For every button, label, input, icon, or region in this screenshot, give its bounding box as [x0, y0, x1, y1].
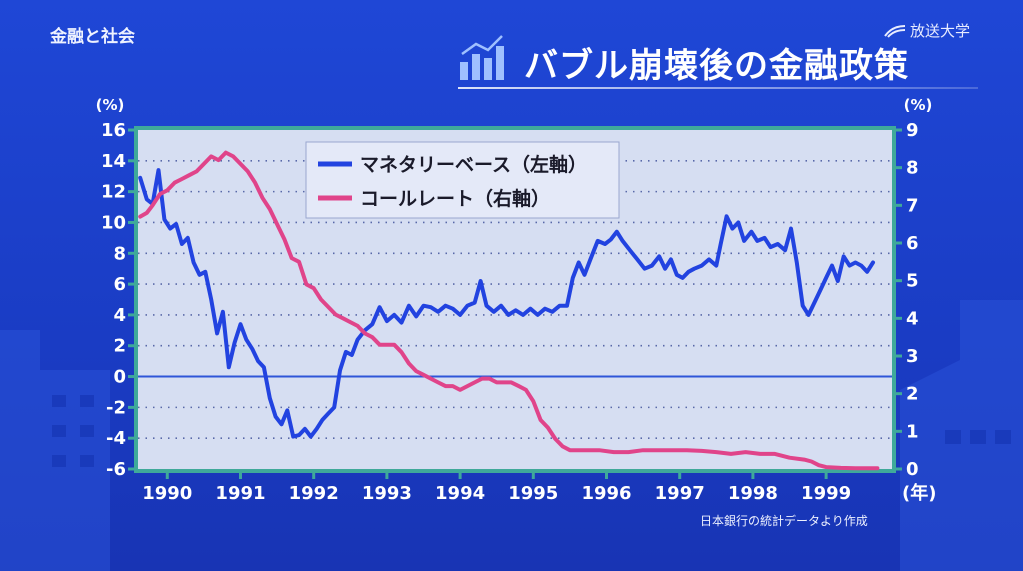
left-tick-label: -6 — [106, 459, 126, 480]
left-tick-label: 10 — [101, 212, 126, 233]
left-tick-label: -2 — [106, 397, 126, 418]
right-tick-label: 2 — [906, 384, 919, 405]
bar-chart-icon — [460, 35, 504, 80]
left-tick-label: 2 — [113, 336, 126, 357]
title-underline — [458, 87, 978, 89]
x-tick-label: 1994 — [435, 483, 485, 504]
x-tick-label: 1990 — [142, 483, 192, 504]
legend: マネタリーベース（左軸） コールレート（右軸） — [305, 141, 620, 219]
left-tick-label: -4 — [106, 428, 126, 449]
right-tick-label: 7 — [906, 195, 919, 216]
right-tick-label: 1 — [906, 421, 919, 442]
x-tick-label: 1996 — [581, 483, 631, 504]
x-tick-label: 1993 — [362, 483, 412, 504]
right-tick-label: 5 — [906, 271, 919, 292]
left-tick-label: 14 — [101, 151, 126, 172]
x-axis-unit: (年) — [902, 482, 936, 504]
right-tick-label: 3 — [906, 346, 919, 367]
legend-label: マネタリーベース（左軸） — [360, 153, 587, 176]
right-tick-label: 8 — [906, 158, 919, 179]
x-tick-label: 1997 — [655, 483, 705, 504]
right-axis-unit: (%) — [904, 96, 933, 114]
left-tick-label: 12 — [101, 182, 126, 203]
right-tick-label: 0 — [906, 459, 919, 480]
left-tick-label: 0 — [113, 367, 126, 388]
left-tick-label: 6 — [113, 274, 126, 295]
x-tick-label: 1995 — [508, 483, 558, 504]
x-tick-label: 1992 — [289, 483, 339, 504]
slide-title-bar: バブル崩壊後の金融政策 — [458, 32, 978, 90]
series-line-call-rate — [138, 150, 880, 471]
left-tick-label: 16 — [101, 120, 126, 141]
left-axis-unit: (%) — [96, 96, 125, 114]
source-note: 日本銀行の統計データより作成 — [700, 514, 868, 528]
university-logo: 放送大学 — [884, 20, 970, 41]
right-tick-label: 4 — [906, 308, 919, 329]
left-tick-label: 8 — [113, 243, 126, 264]
left-tick-label: 4 — [113, 305, 126, 326]
series-line-monetary-base — [138, 168, 875, 439]
x-tick-label: 1991 — [215, 483, 265, 504]
course-title: 金融と社会 — [50, 27, 135, 47]
legend-label: コールレート（右軸） — [360, 187, 550, 210]
right-tick-label: 6 — [906, 233, 919, 254]
logo-text: 放送大学 — [910, 22, 971, 40]
plot-frame — [134, 126, 896, 473]
logo-mark-icon — [884, 24, 906, 38]
x-tick-label: 1998 — [728, 483, 778, 504]
slide-title: バブル崩壊後の金融政策 — [524, 46, 909, 86]
legend-box — [305, 141, 620, 219]
right-tick-label: 9 — [906, 120, 919, 141]
x-tick-label: 1999 — [801, 483, 851, 504]
